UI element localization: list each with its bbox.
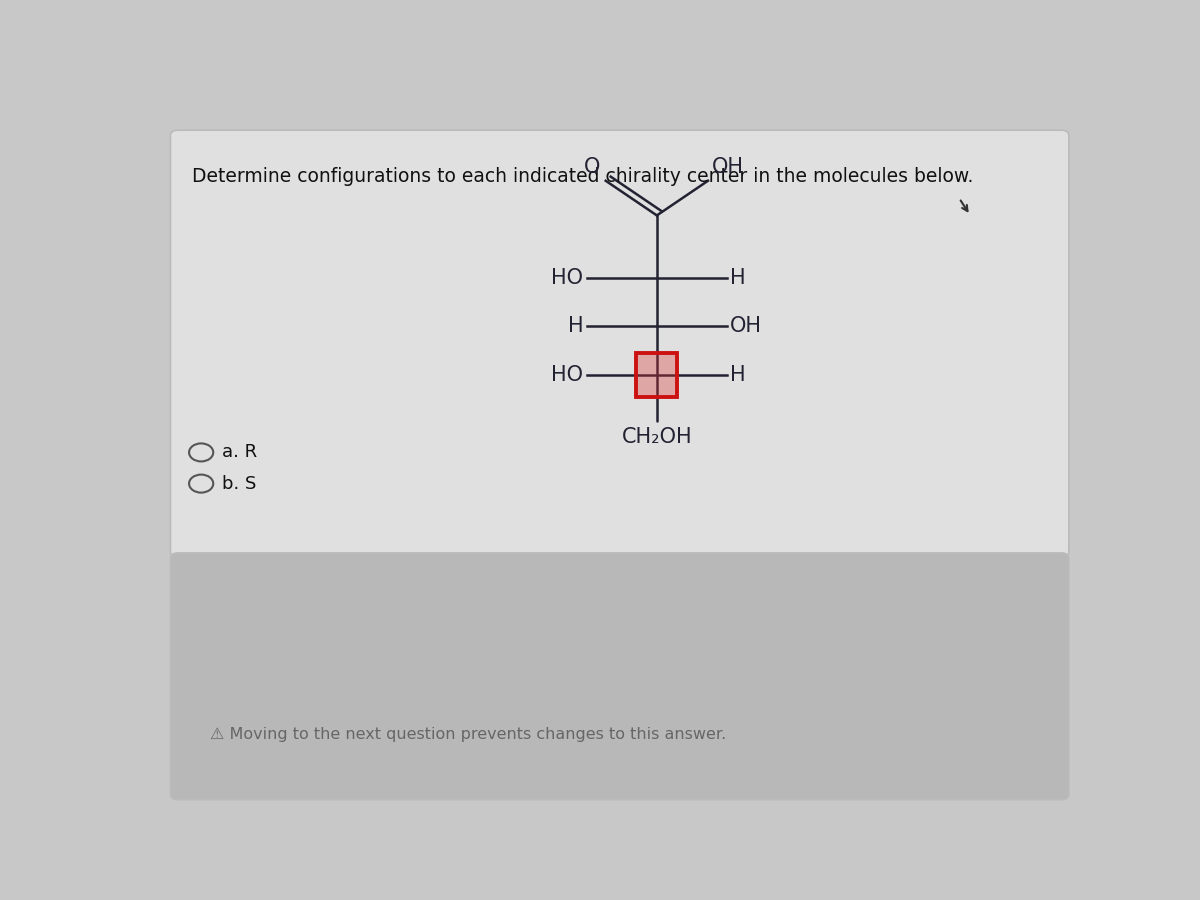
FancyBboxPatch shape [170,130,1069,557]
Text: ⚠ Moving to the next question prevents changes to this answer.: ⚠ Moving to the next question prevents c… [210,727,727,742]
Text: a. R: a. R [222,444,257,462]
Circle shape [190,444,214,462]
Text: H: H [731,268,746,288]
Text: OH: OH [731,316,762,337]
Text: O: O [583,158,600,177]
Text: b. S: b. S [222,474,256,492]
Text: Determine configurations to each indicated chirality center in the molecules bel: Determine configurations to each indicat… [192,166,973,186]
Text: H: H [731,364,746,385]
Circle shape [190,474,214,492]
Text: OH: OH [712,158,744,177]
Text: H: H [568,316,583,337]
Text: CH₂OH: CH₂OH [622,427,692,446]
FancyBboxPatch shape [170,553,1069,799]
Text: HO: HO [551,364,583,385]
Text: HO: HO [551,268,583,288]
Bar [636,353,677,397]
